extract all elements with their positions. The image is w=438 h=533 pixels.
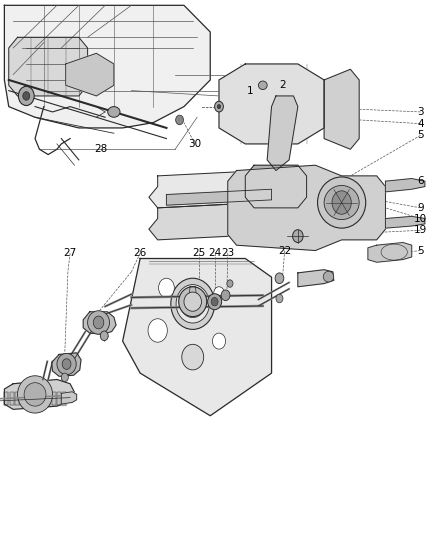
- Polygon shape: [61, 392, 77, 404]
- Polygon shape: [228, 165, 385, 251]
- Text: 5: 5: [417, 246, 424, 255]
- Polygon shape: [149, 171, 324, 208]
- Polygon shape: [267, 96, 298, 171]
- Ellipse shape: [57, 353, 76, 375]
- Text: 5: 5: [417, 131, 424, 140]
- Ellipse shape: [221, 290, 230, 301]
- Text: 27: 27: [64, 248, 77, 258]
- Ellipse shape: [176, 115, 184, 125]
- Polygon shape: [36, 392, 40, 405]
- Ellipse shape: [293, 230, 303, 243]
- Ellipse shape: [93, 316, 104, 329]
- Polygon shape: [4, 392, 8, 405]
- Ellipse shape: [258, 81, 267, 90]
- Text: 24: 24: [208, 248, 221, 258]
- Text: 22: 22: [278, 246, 291, 255]
- Polygon shape: [4, 5, 210, 128]
- Polygon shape: [25, 392, 29, 405]
- Polygon shape: [123, 259, 272, 416]
- Polygon shape: [66, 53, 114, 96]
- Ellipse shape: [180, 290, 205, 318]
- Polygon shape: [46, 392, 50, 405]
- Ellipse shape: [100, 331, 108, 341]
- Ellipse shape: [171, 278, 215, 329]
- Text: 10: 10: [414, 214, 427, 223]
- Ellipse shape: [332, 191, 351, 214]
- Ellipse shape: [275, 273, 284, 284]
- Text: 1: 1: [246, 86, 253, 95]
- Ellipse shape: [318, 177, 366, 228]
- Ellipse shape: [179, 287, 207, 317]
- Polygon shape: [219, 64, 324, 144]
- Polygon shape: [324, 69, 359, 149]
- Ellipse shape: [184, 292, 201, 311]
- Text: 6: 6: [417, 176, 424, 186]
- Ellipse shape: [227, 280, 233, 287]
- Text: 30: 30: [188, 139, 201, 149]
- Ellipse shape: [323, 271, 334, 282]
- Ellipse shape: [211, 297, 218, 306]
- Polygon shape: [9, 37, 88, 96]
- Ellipse shape: [62, 359, 71, 369]
- Ellipse shape: [18, 86, 34, 106]
- Polygon shape: [31, 392, 35, 405]
- Ellipse shape: [24, 383, 46, 406]
- Polygon shape: [298, 270, 334, 287]
- Ellipse shape: [215, 101, 223, 112]
- Text: 28: 28: [94, 144, 107, 154]
- Text: 25: 25: [193, 248, 206, 258]
- Ellipse shape: [61, 373, 68, 382]
- Ellipse shape: [148, 319, 167, 342]
- Polygon shape: [52, 353, 81, 376]
- Text: 26: 26: [134, 248, 147, 258]
- Polygon shape: [41, 392, 45, 405]
- Polygon shape: [368, 243, 412, 262]
- Polygon shape: [62, 392, 66, 405]
- Polygon shape: [52, 392, 56, 405]
- Text: 23: 23: [221, 248, 234, 258]
- Ellipse shape: [212, 333, 226, 349]
- Ellipse shape: [208, 294, 222, 310]
- Ellipse shape: [182, 344, 204, 370]
- Polygon shape: [385, 179, 425, 192]
- Ellipse shape: [276, 294, 283, 303]
- Ellipse shape: [88, 311, 110, 334]
- Text: 3: 3: [417, 107, 424, 117]
- Polygon shape: [15, 392, 19, 405]
- Polygon shape: [385, 216, 425, 228]
- Ellipse shape: [176, 285, 209, 323]
- Polygon shape: [245, 165, 307, 208]
- Polygon shape: [10, 392, 14, 405]
- Polygon shape: [4, 379, 74, 409]
- Polygon shape: [166, 189, 272, 205]
- Text: 4: 4: [417, 119, 424, 128]
- Ellipse shape: [159, 278, 174, 297]
- Polygon shape: [189, 287, 196, 293]
- Ellipse shape: [18, 376, 53, 413]
- Ellipse shape: [214, 287, 224, 300]
- Text: 19: 19: [414, 225, 427, 235]
- Text: 2: 2: [279, 80, 286, 90]
- Polygon shape: [83, 312, 116, 334]
- Ellipse shape: [217, 104, 221, 109]
- Ellipse shape: [23, 92, 30, 100]
- Ellipse shape: [324, 185, 359, 220]
- Polygon shape: [20, 392, 24, 405]
- Polygon shape: [149, 203, 324, 240]
- Text: 9: 9: [417, 203, 424, 213]
- Polygon shape: [57, 392, 61, 405]
- Ellipse shape: [108, 107, 120, 117]
